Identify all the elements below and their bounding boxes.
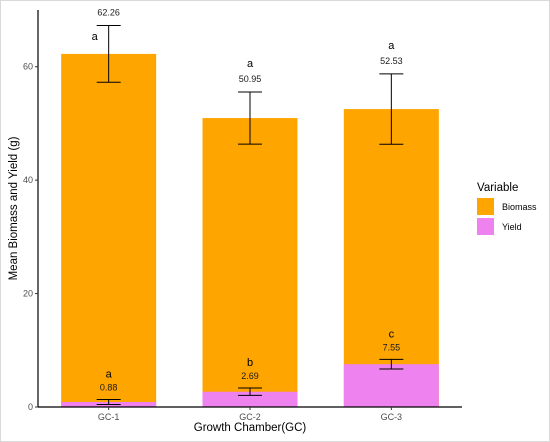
y-tick-label: 20 — [23, 289, 33, 299]
error-bars-layer — [96, 25, 404, 406]
significance-letter-biomass: a — [92, 31, 99, 43]
legend-label-biomass: Biomass — [502, 202, 537, 212]
y-axis-ticks: 0 20 40 60 — [23, 62, 38, 412]
data-labels-layer: 62.26 a 0.88 a 50.95 a 2.69 b 52.53 a 7.55 c — [92, 8, 403, 393]
y-tick-label: 0 — [28, 402, 33, 412]
y-axis-title: Mean Biomass and Yield (g) — [8, 136, 20, 280]
significance-letter-biomass: a — [388, 40, 395, 52]
bar-yield — [202, 391, 298, 407]
legend-title: Variable — [477, 182, 518, 194]
significance-letter-yield: c — [389, 328, 395, 340]
data-label-biomass: 50.95 — [239, 74, 262, 84]
data-label-yield: 0.88 — [100, 382, 118, 392]
y-tick-label: 60 — [23, 62, 33, 72]
legend: Variable Biomass Yield — [477, 182, 537, 235]
legend-swatch-yield — [477, 218, 494, 235]
bars-layer — [61, 53, 439, 408]
x-axis-ticks: GC-1 GC-2 GC-3 — [98, 407, 402, 422]
x-tick-label: GC-2 — [239, 412, 261, 422]
data-label-biomass: 52.53 — [380, 56, 403, 66]
x-axis-title: Growth Chamber(GC) — [194, 422, 307, 434]
significance-letter-biomass: a — [247, 58, 254, 70]
significance-letter-yield: a — [106, 368, 113, 380]
bar-biomass — [61, 53, 157, 408]
data-label-biomass: 62.26 — [97, 8, 120, 18]
x-tick-label: GC-3 — [381, 412, 403, 422]
bar-biomass — [202, 118, 298, 407]
significance-letter-yield: b — [247, 357, 253, 369]
legend-swatch-biomass — [477, 198, 494, 215]
y-tick-label: 40 — [23, 175, 33, 185]
data-label-yield: 7.55 — [383, 342, 401, 352]
data-label-yield: 2.69 — [241, 371, 259, 381]
legend-label-yield: Yield — [502, 222, 522, 232]
x-tick-label: GC-1 — [98, 412, 120, 422]
bar-yield — [343, 364, 439, 407]
bar-biomass — [343, 109, 439, 407]
